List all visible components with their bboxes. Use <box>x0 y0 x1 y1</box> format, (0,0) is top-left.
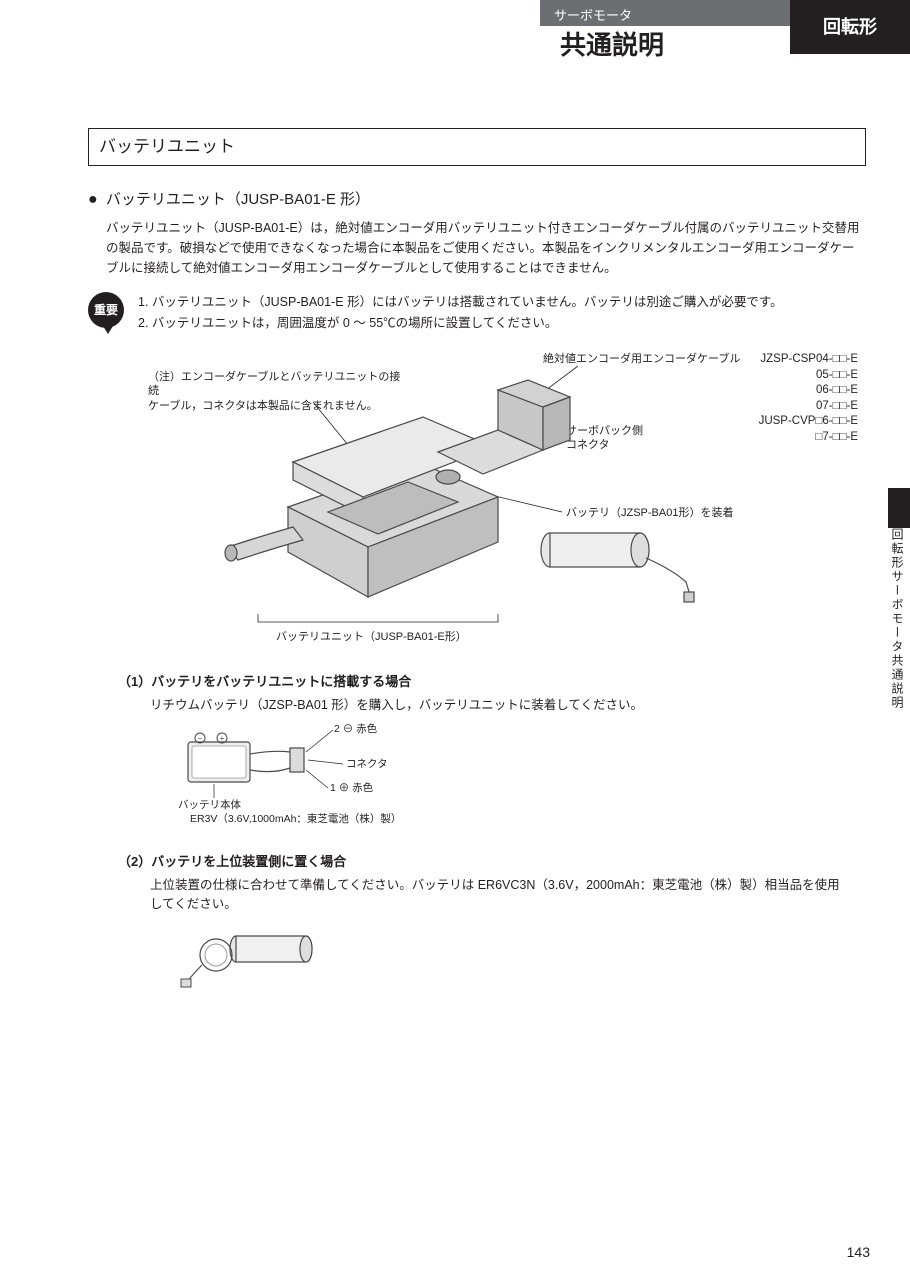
sub1-label-2red: 2 ⊖ 赤色 <box>334 722 377 738</box>
important-line-1: 1. バッテリユニット（JUSP-BA01-E 形）にはバッテリは搭載されていま… <box>138 292 783 313</box>
sub2-diagram <box>178 923 348 993</box>
side-tab-text: 回転形サーボモータ共通説明 <box>890 528 906 710</box>
important-badge-text: 重要 <box>88 292 124 328</box>
header-title: 共通説明 <box>560 26 664 65</box>
important-badge-icon: 重要 <box>88 292 128 334</box>
section-title: バッテリユニット <box>88 128 866 166</box>
sub1-heading: （1）バッテリをバッテリユニットに搭載する場合 <box>118 672 868 692</box>
page-number: 143 <box>847 1242 870 1263</box>
sub1-label-connector: コネクタ <box>346 757 388 773</box>
sub1-label-1red: 1 ⊕ 赤色 <box>330 781 373 797</box>
sub1-diagram: − + 2 ⊖ 赤色 コネクタ 1 ⊕ 赤色 バッテリ本体 ER3V（3.6V,… <box>178 724 458 834</box>
svg-text:−: − <box>198 734 203 743</box>
bullet-body: バッテリユニット（JUSP-BA01-E）は，絶対値エンコーダ用バッテリユニット… <box>106 218 866 278</box>
content-area: バッテリユニット ● バッテリユニット（JUSP-BA01-E 形） バッテリユ… <box>88 128 868 1011</box>
header-corner: 回転形 <box>790 0 910 54</box>
side-tab-marker <box>888 488 910 528</box>
bullet-heading: ● バッテリユニット（JUSP-BA01-E 形） <box>88 188 868 212</box>
main-diagram: （注）エンコーダケーブルとバッテリユニットの接続ケーブル，コネクタは本製品に含ま… <box>98 352 858 652</box>
main-diagram-svg <box>98 352 858 652</box>
sub2-heading: （2）バッテリを上位装置側に置く場合 <box>118 852 868 872</box>
important-note: 重要 1. バッテリユニット（JUSP-BA01-E 形）にはバッテリは搭載され… <box>88 292 868 335</box>
bullet-dot-icon: ● <box>88 191 98 208</box>
sub1-body: リチウムバッテリ（JZSP-BA01 形）を購入し，バッテリユニットに装着してく… <box>150 696 850 715</box>
bullet-heading-text: バッテリユニット（JUSP-BA01-E 形） <box>106 191 370 208</box>
header-category: サーボモータ <box>540 0 790 26</box>
svg-text:+: + <box>220 734 225 743</box>
important-text: 1. バッテリユニット（JUSP-BA01-E 形）にはバッテリは搭載されていま… <box>138 292 783 335</box>
sub1-label-spec: ER3V（3.6V,1000mAh：東芝電池（株）製） <box>190 812 450 828</box>
sub2-body: 上位装置の仕様に合わせて準備してください。バッテリは ER6VC3N（3.6V，… <box>150 876 850 914</box>
important-line-2: 2. バッテリユニットは，周囲温度が 0 ～ 55℃の場所に設置してください。 <box>138 313 783 334</box>
